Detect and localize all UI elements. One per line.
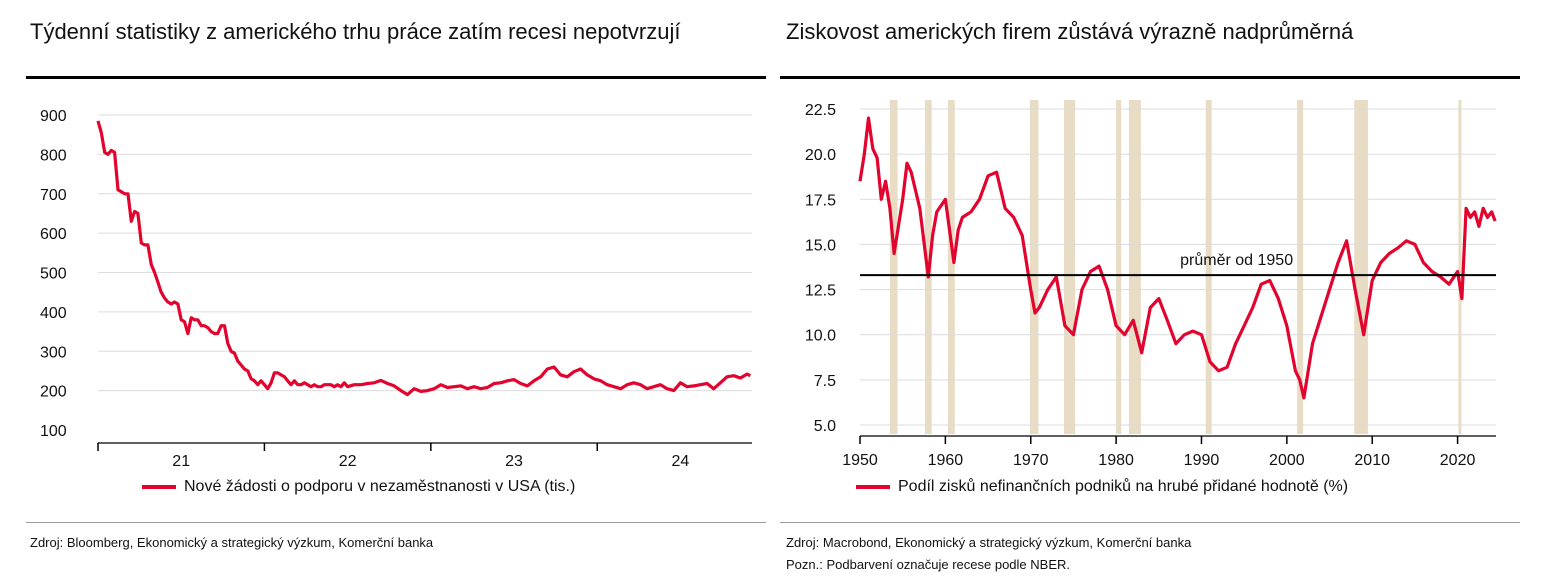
right-y-tick-label: 22.5	[805, 102, 836, 119]
right-y-tick-label: 15.0	[805, 237, 836, 254]
left-chart-title: Týdenní statistiky z amerického trhu prá…	[30, 19, 681, 44]
left-y-tick-label: 800	[40, 147, 67, 164]
right-mean-label: průměr od 1950	[1180, 251, 1293, 269]
right-y-tick-label: 10.0	[805, 328, 836, 345]
left-y-tick-label: 600	[40, 226, 67, 243]
right-recession-band	[1354, 100, 1368, 434]
right-recession-band	[1458, 100, 1462, 434]
right-recession-band	[1064, 100, 1076, 434]
right-x-tick-label: 1980	[1098, 452, 1134, 469]
right-x-tick-label: 2020	[1440, 452, 1476, 469]
right-recession-band	[1297, 100, 1304, 434]
right-x-tick-label: 1970	[1013, 452, 1049, 469]
right-legend-label: Podíl zisků nefinančních podniků na hrub…	[898, 478, 1349, 495]
right-recession-band	[1128, 100, 1141, 434]
left-legend-label: Nové žádosti o podporu v nezaměstnanosti…	[184, 478, 576, 495]
left-y-tick-label: 300	[40, 344, 67, 361]
left-source-text: Zdroj: Bloomberg, Ekonomický a strategic…	[30, 535, 434, 550]
left-legend-swatch	[142, 485, 176, 489]
left-y-tick-label: 900	[40, 108, 67, 125]
right-chart-title: Ziskovost amerických firem zůstává výraz…	[786, 19, 1354, 44]
right-y-tick-label: 5.0	[814, 418, 836, 435]
left-x-tick-label: 22	[339, 453, 357, 470]
right-chart-plot: 5.0 7.5 10.0 12.5 15.0 17.5 20.0 22.5 1950 1960 19…	[805, 100, 1497, 469]
right-title-rule	[780, 76, 1520, 79]
right-recession-band	[947, 100, 955, 434]
left-chart-plot: 100 200 300 400 500 600 700 800 900 21 22 23 24	[40, 108, 752, 470]
right-recession-band	[1116, 100, 1122, 434]
left-x-tick-label: 21	[172, 453, 190, 470]
left-y-tick-label: 400	[40, 305, 67, 322]
left-y-tick-label: 200	[40, 384, 67, 401]
right-chart-panel: Ziskovost amerických firem zůstává výraz…	[778, 0, 1552, 582]
left-y-tick-label: 700	[40, 187, 67, 204]
right-y-tick-label: 17.5	[805, 192, 836, 209]
right-legend-swatch	[856, 485, 890, 489]
left-series-line	[96, 120, 751, 397]
right-x-tick-label: 2000	[1269, 452, 1305, 469]
left-chart-legend: Nové žádosti o podporu v nezaměstnanosti…	[142, 478, 575, 496]
right-source-text: Zdroj: Macrobond, Ekonomický a strategic…	[786, 535, 1192, 550]
left-x-tick-label: 24	[672, 453, 690, 470]
right-chart-legend: Podíl zisků nefinančních podniků na hrub…	[856, 478, 1348, 496]
left-y-tick-label: 100	[40, 423, 67, 440]
right-recession-band	[889, 100, 898, 434]
right-source-rule	[780, 522, 1520, 523]
right-x-tick-label: 2010	[1354, 452, 1390, 469]
right-y-tick-label: 20.0	[805, 147, 836, 164]
left-x-tick-label: 23	[505, 453, 523, 470]
right-recession-band	[1029, 100, 1039, 434]
left-source-rule	[26, 522, 766, 523]
right-x-tick-label: 1960	[928, 452, 964, 469]
right-recession-band	[1205, 100, 1212, 434]
right-x-tick-label: 1950	[842, 452, 878, 469]
left-y-tick-label: 500	[40, 266, 67, 283]
left-chart-panel: Týdenní statistiky z amerického trhu prá…	[0, 0, 770, 582]
right-y-tick-label: 7.5	[814, 373, 836, 390]
right-y-tick-label: 12.5	[805, 283, 836, 300]
right-note-text: Pozn.: Podbarvení označuje recese podle …	[786, 557, 1071, 572]
right-series-line	[858, 116, 1497, 400]
left-title-rule	[26, 76, 766, 79]
right-x-tick-label: 1990	[1184, 452, 1220, 469]
